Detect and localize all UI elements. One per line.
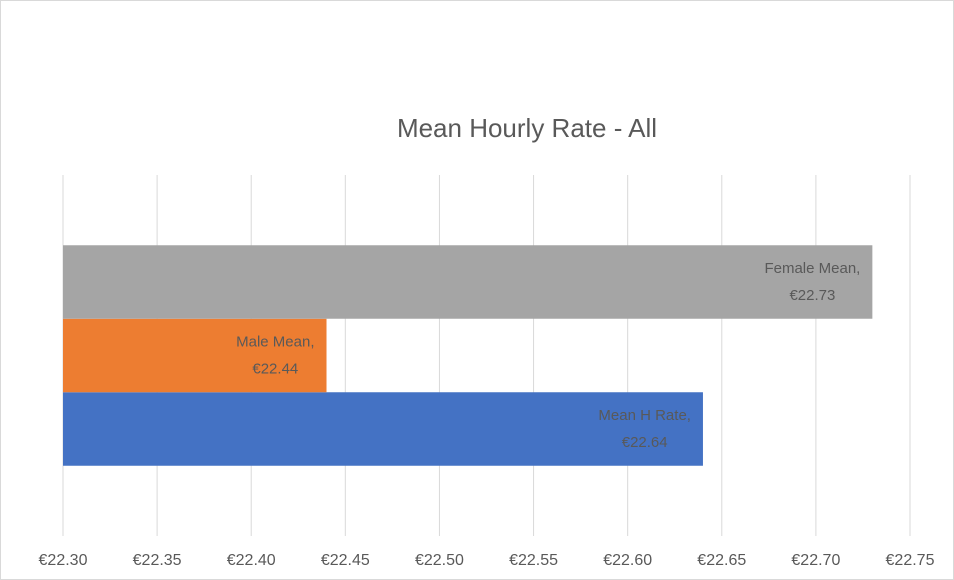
- x-tick-label: €22.30: [39, 552, 88, 569]
- series-name-text: Female Mean: [764, 260, 856, 277]
- x-tick-label: €22.55: [509, 552, 558, 569]
- x-tick-label: €22.40: [227, 552, 276, 569]
- bar: [63, 245, 873, 319]
- value-label: €22.73: [789, 287, 835, 304]
- series-name: Female Mean,: [764, 260, 860, 277]
- value-label: €22.44: [252, 360, 298, 377]
- label-separator: ,: [856, 260, 860, 277]
- data-label: Female Mean, €22.73: [764, 260, 860, 304]
- x-tick-label: €22.35: [133, 552, 182, 569]
- label-separator: ,: [687, 407, 691, 424]
- series-name: Mean H Rate,: [598, 407, 691, 424]
- data-label: Male Mean, €22.44: [236, 333, 314, 377]
- bar: [63, 392, 703, 466]
- data-label: Mean H Rate, €22.64: [598, 407, 691, 451]
- series-name-text: Male Mean: [236, 333, 310, 350]
- x-tick-label: €22.45: [321, 552, 370, 569]
- bar: [63, 318, 327, 393]
- label-separator: ,: [310, 333, 314, 350]
- chart-title: Mean Hourly Rate - All: [397, 113, 657, 143]
- x-tick-label: €22.70: [791, 552, 840, 569]
- value-label: €22.64: [622, 434, 668, 451]
- x-tick-label: €22.60: [603, 552, 652, 569]
- series-name-text: Mean H Rate: [598, 407, 686, 424]
- x-tick-label: €22.50: [415, 552, 464, 569]
- x-tick-label: €22.75: [886, 552, 935, 569]
- series-name: Male Mean,: [236, 333, 314, 350]
- x-tick-label: €22.65: [697, 552, 746, 569]
